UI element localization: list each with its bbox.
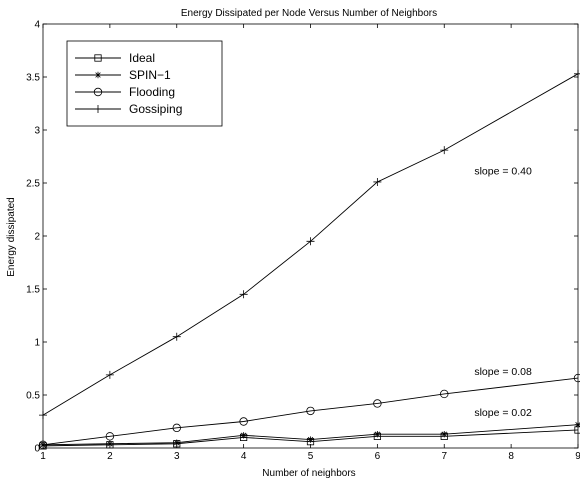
series-line <box>42 424 579 446</box>
legend-marker <box>94 54 102 62</box>
legend: Ideal SPIN−1 Flooding Gossiping <box>66 40 223 127</box>
y-tick-label: 0.5 <box>26 391 40 402</box>
data-point <box>172 423 181 433</box>
data-point <box>306 406 315 416</box>
y-tick-label: 3.5 <box>26 73 40 84</box>
series-layer <box>38 69 580 450</box>
x-tick-label: 8 <box>508 451 514 462</box>
data-point <box>105 432 115 441</box>
x-tick-label: 2 <box>107 451 113 462</box>
x-tick-label: 5 <box>308 451 314 462</box>
legend-label: SPIN−1 <box>129 68 171 82</box>
legend-label: Ideal <box>129 51 155 65</box>
legend-box <box>66 40 223 127</box>
slope-annotation: slope = 0.02 <box>474 407 532 419</box>
series-line <box>42 429 579 447</box>
y-tick-label: 4 <box>34 20 40 31</box>
x-tick-label: 4 <box>241 451 247 462</box>
data-point <box>441 431 448 438</box>
data-point <box>38 440 48 450</box>
data-point <box>373 177 382 186</box>
legend-marker <box>94 105 102 113</box>
data-point <box>240 432 247 439</box>
y-tick-label: 1.5 <box>26 285 40 296</box>
y-tick-label: 0 <box>34 444 40 455</box>
data-point <box>39 411 47 420</box>
y-tick-label: 1 <box>34 338 40 349</box>
legend-item: Flooding <box>75 85 175 99</box>
x-axis-label: Number of neighbors <box>262 468 355 479</box>
data-point <box>307 436 314 443</box>
chart-title: Energy Dissipated per Node Versus Number… <box>181 8 437 19</box>
slope-annotation: slope = 0.08 <box>474 366 532 378</box>
data-point <box>172 332 181 341</box>
slope-annotation: slope = 0.40 <box>474 166 532 178</box>
data-point <box>306 237 315 246</box>
legend-label: Flooding <box>129 85 175 99</box>
y-axis-label: Energy dissipated <box>6 197 17 277</box>
y-tick-label: 2.5 <box>26 179 40 190</box>
x-tick-label: 9 <box>575 451 580 462</box>
x-tick-label: 6 <box>375 451 381 462</box>
series-line <box>42 73 579 416</box>
y-tick-label: 3 <box>34 126 40 137</box>
data-point <box>239 290 248 299</box>
series-circle <box>38 373 580 450</box>
series-line <box>42 377 579 446</box>
data-point <box>440 389 449 399</box>
data-point <box>374 431 381 438</box>
data-point <box>440 146 449 155</box>
data-point <box>106 440 114 447</box>
data-point <box>573 373 580 383</box>
data-point <box>239 417 248 426</box>
data-point <box>574 421 580 428</box>
x-tick-label: 1 <box>40 451 46 462</box>
data-point <box>173 439 180 446</box>
x-tick-label: 3 <box>174 451 180 462</box>
legend-marker <box>94 71 102 79</box>
legend-item: SPIN−1 <box>75 68 171 82</box>
series-plus <box>39 69 580 420</box>
data-point <box>373 399 382 408</box>
y-tick-label: 2 <box>34 232 40 243</box>
legend-label: Gossiping <box>129 102 182 116</box>
legend-item: Ideal <box>75 51 155 65</box>
annotations: slope = 0.40 slope = 0.08 slope = 0.02 <box>474 166 532 420</box>
x-tick-label: 7 <box>441 451 447 462</box>
data-point <box>574 69 580 78</box>
legend-marker <box>93 87 103 97</box>
data-point <box>105 370 114 379</box>
legend-item: Gossiping <box>75 102 182 116</box>
